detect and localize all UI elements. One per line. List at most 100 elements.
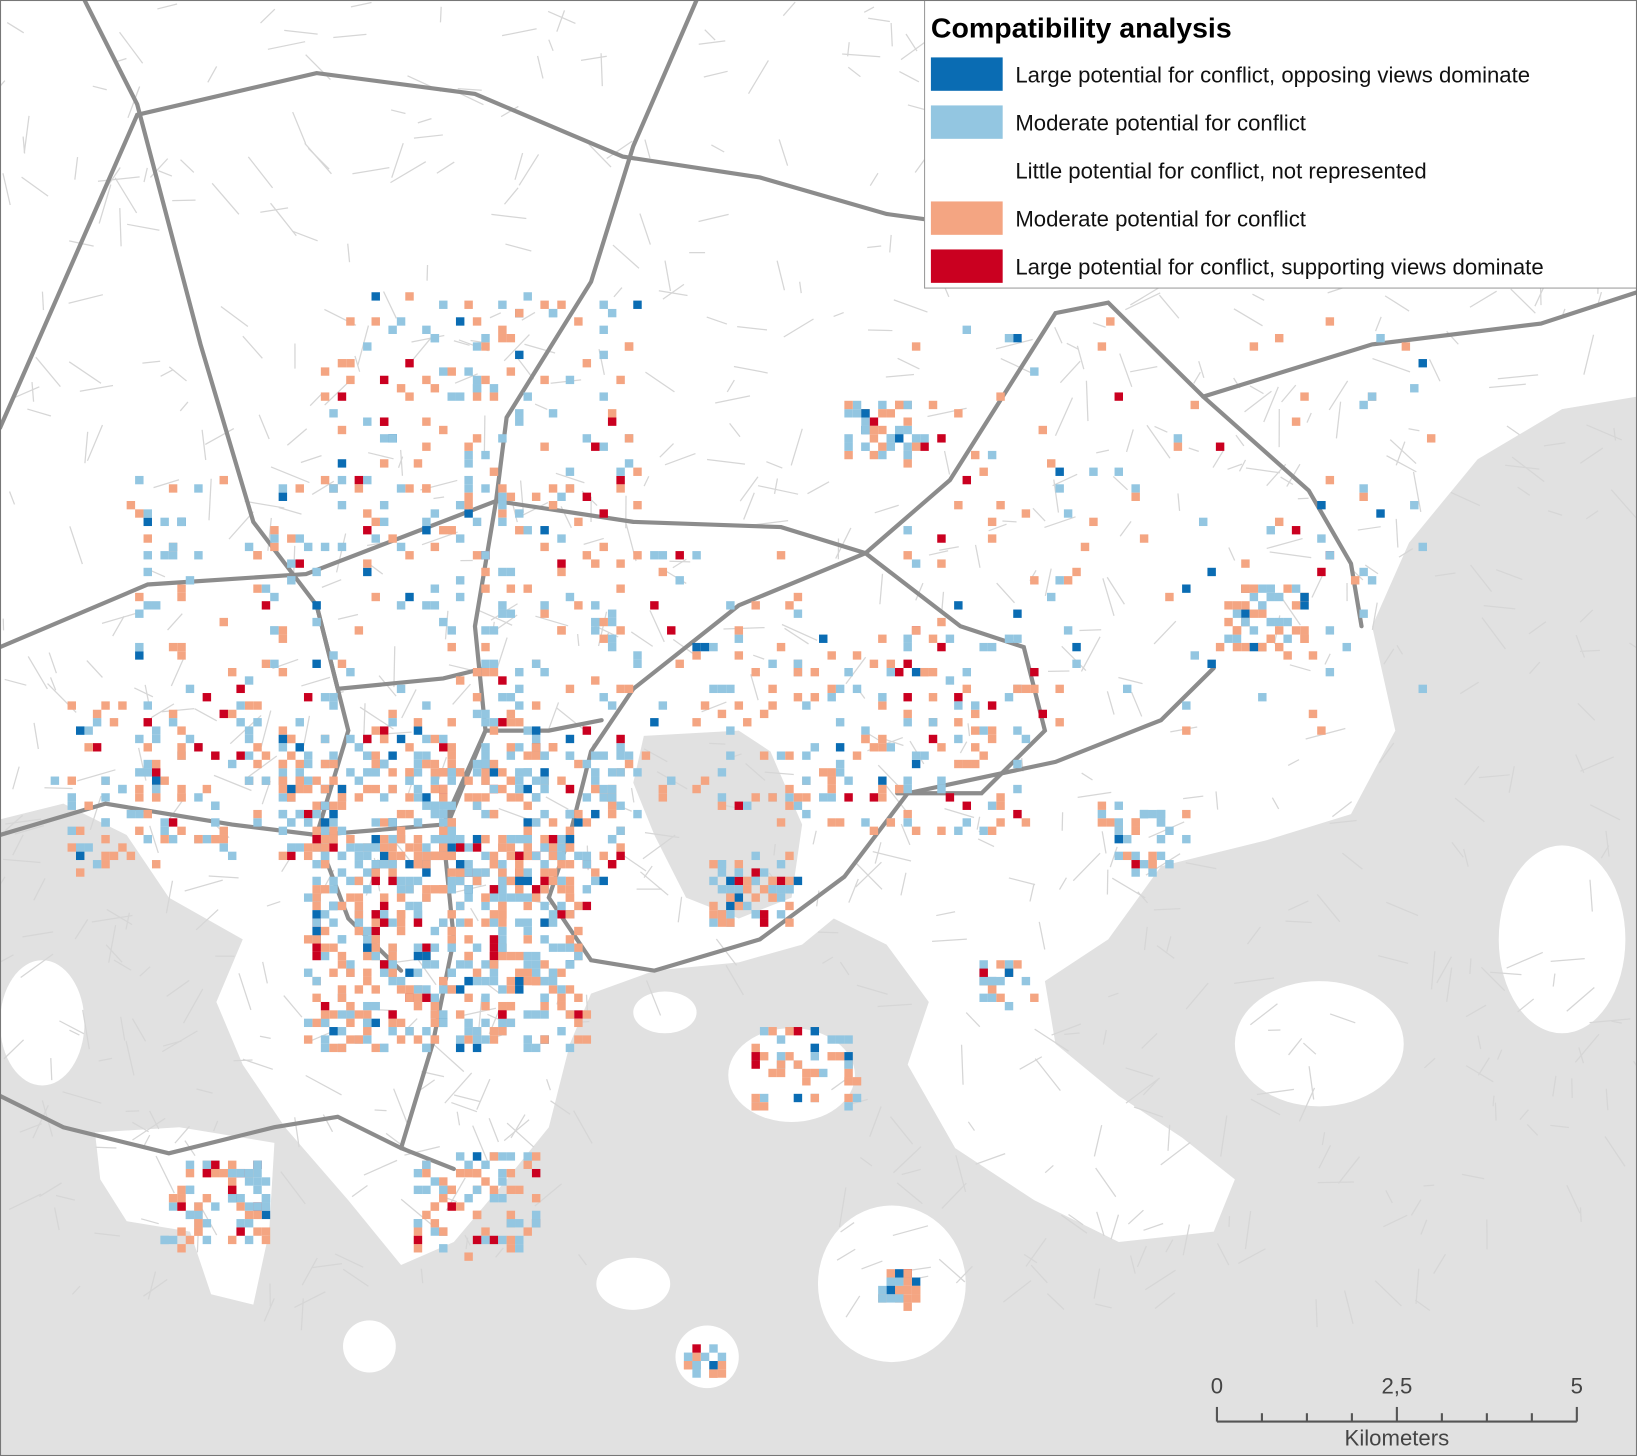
street (1547, 510, 1563, 516)
street (454, 373, 478, 384)
street (23, 115, 30, 153)
cell (244, 1210, 254, 1220)
street (1102, 578, 1115, 617)
cell (430, 1010, 440, 1019)
cell (312, 935, 321, 944)
cell (354, 626, 364, 635)
cell (320, 1043, 330, 1053)
street (334, 1253, 364, 1268)
cell (633, 659, 642, 668)
cell (515, 918, 524, 927)
cell (700, 701, 710, 710)
cell (1325, 626, 1335, 635)
cell (574, 943, 583, 952)
cell (759, 1102, 769, 1111)
street (939, 546, 959, 551)
cell (320, 801, 330, 810)
cell (388, 784, 397, 794)
cell (565, 860, 575, 869)
street (208, 478, 212, 521)
street (393, 646, 396, 688)
cell (447, 868, 456, 877)
cell (582, 1010, 592, 1019)
street (1579, 609, 1594, 623)
street (351, 1185, 368, 1198)
cell (422, 375, 431, 385)
cell (227, 1194, 237, 1203)
cell (489, 968, 499, 977)
street (1289, 664, 1311, 672)
cell (1224, 601, 1233, 610)
street (960, 1044, 964, 1085)
cell (565, 592, 575, 602)
cell (1055, 718, 1064, 727)
cell (515, 1219, 524, 1228)
cell (253, 1177, 262, 1186)
cell (67, 793, 76, 802)
cell (447, 935, 456, 944)
legend-label: Little potential for conflict, not repre… (1015, 159, 1426, 184)
street (1550, 958, 1585, 962)
cell (878, 442, 887, 451)
cell (591, 751, 600, 760)
cell (1072, 642, 1081, 652)
cell (312, 876, 321, 886)
street (69, 1029, 80, 1036)
street (1378, 742, 1395, 764)
cell (337, 1010, 347, 1019)
cell (582, 901, 592, 911)
street (321, 579, 342, 588)
cell (928, 634, 938, 643)
cell (869, 659, 879, 668)
cell (523, 1160, 532, 1169)
cell (422, 860, 431, 869)
street (134, 687, 154, 698)
street (836, 1248, 856, 1261)
street (1298, 1087, 1316, 1122)
cell (1114, 826, 1123, 835)
cell (430, 1202, 440, 1211)
cell (422, 1210, 431, 1220)
cell (895, 784, 904, 794)
street (799, 281, 802, 294)
cell (498, 943, 507, 952)
cell (50, 776, 60, 785)
cell (903, 634, 912, 643)
road (1201, 290, 1637, 399)
cell (1097, 809, 1107, 819)
cell (616, 375, 625, 385)
cell (1131, 826, 1140, 835)
cell (329, 1043, 338, 1053)
street (1019, 1056, 1043, 1070)
street (1505, 464, 1540, 470)
cell (422, 484, 431, 493)
cell (751, 851, 760, 861)
cell (810, 1068, 820, 1078)
street (967, 723, 971, 737)
cell (582, 726, 592, 735)
cell (903, 776, 912, 785)
street (773, 843, 776, 856)
cell (962, 818, 972, 827)
cell (1215, 442, 1225, 451)
cell (1055, 684, 1064, 694)
cell (379, 860, 389, 869)
cell (1317, 500, 1326, 510)
street (62, 1091, 102, 1104)
cell (135, 734, 144, 744)
cell (776, 1035, 786, 1044)
street (1096, 449, 1110, 454)
cell (447, 943, 456, 952)
cell (607, 642, 617, 652)
cell (489, 659, 499, 668)
street (1034, 1058, 1061, 1092)
cell (396, 1018, 406, 1028)
street (1106, 576, 1125, 605)
cell (565, 935, 575, 944)
cell (895, 400, 904, 410)
cell (599, 442, 608, 451)
cell (802, 751, 811, 760)
cell (135, 793, 144, 802)
street (21, 176, 49, 197)
street (1415, 1268, 1420, 1304)
